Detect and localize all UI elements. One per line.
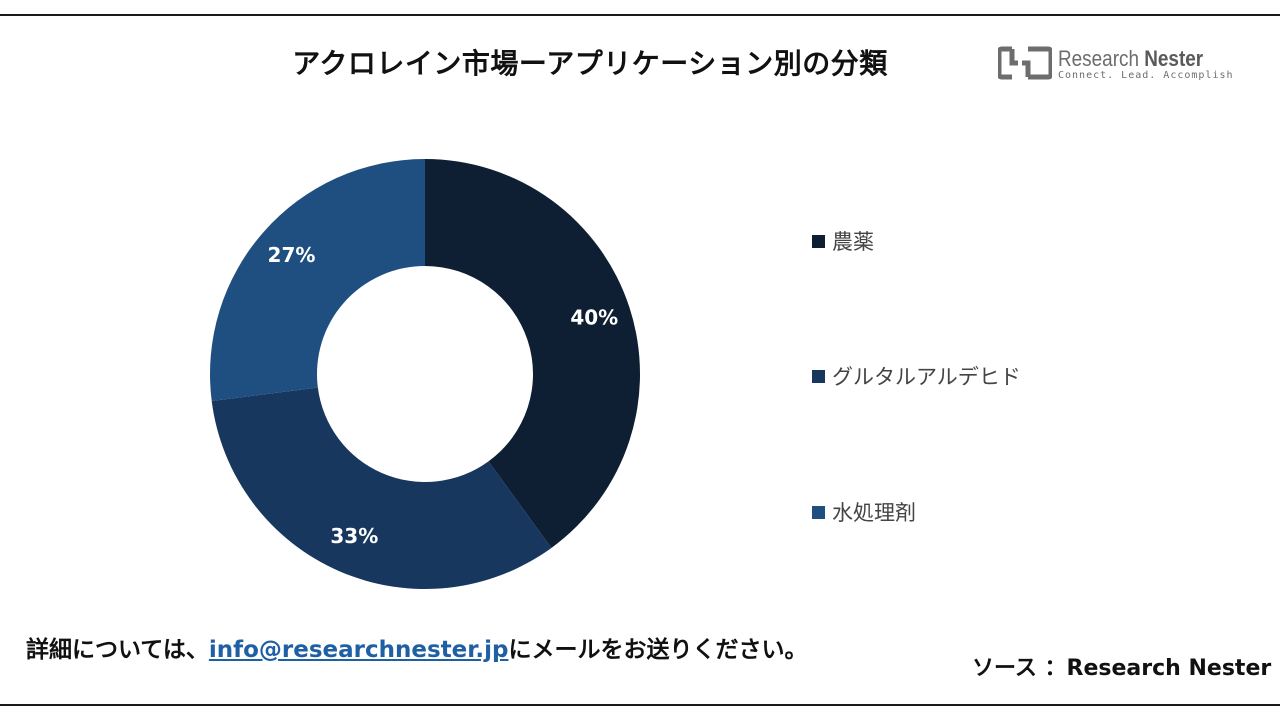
logo-name-bold: Nester bbox=[1144, 46, 1204, 71]
legend-label-3: 水処理剤 bbox=[832, 501, 916, 525]
legend-swatch-1 bbox=[812, 235, 825, 248]
chart-title: アクロレイン市場ーアプリケーション別の分類 bbox=[292, 47, 888, 80]
legend-item-3: 水処理剤 bbox=[812, 497, 916, 527]
logo-wordmark: Research Nester bbox=[1058, 46, 1203, 72]
donut-slice-2 bbox=[211, 387, 552, 589]
research-nester-logo-icon bbox=[998, 46, 1052, 80]
contact-prefix: 詳細については、 bbox=[26, 637, 209, 663]
donut-chart: 40% 33% 27% bbox=[210, 159, 640, 589]
slice-data-label-1: 40% bbox=[570, 305, 618, 329]
contact-suffix: にメールをお送りください。 bbox=[508, 637, 808, 663]
contact-email-link[interactable]: info@researchnester.jp bbox=[208, 637, 509, 663]
slice-data-label-3: 27% bbox=[268, 243, 316, 267]
legend-label-2: グルタルアルデヒド bbox=[832, 365, 1021, 389]
source-credit: ソース ：Research Nester bbox=[972, 656, 1272, 681]
legend-item-1: 農薬 bbox=[812, 226, 874, 256]
top-border bbox=[0, 14, 1280, 16]
donut-slice-3 bbox=[210, 159, 425, 401]
legend-item-2: グルタルアルデヒド bbox=[812, 361, 1021, 391]
logo-tagline: Connect. Lead. Accomplish bbox=[1058, 70, 1234, 81]
slice-data-label-2: 33% bbox=[330, 524, 378, 548]
bottom-border bbox=[0, 704, 1280, 706]
legend-swatch-2 bbox=[812, 370, 825, 383]
contact-note: 詳細については、info@researchnester.jpにメールをお送りくだ… bbox=[26, 630, 807, 664]
logo-name-light: Research bbox=[1058, 46, 1139, 71]
donut-slice-1 bbox=[425, 159, 640, 548]
research-nester-logo: Research Nester Connect. Lead. Accomplis… bbox=[998, 46, 1233, 86]
legend-label-1: 農薬 bbox=[832, 230, 874, 254]
legend-swatch-3 bbox=[812, 506, 825, 519]
